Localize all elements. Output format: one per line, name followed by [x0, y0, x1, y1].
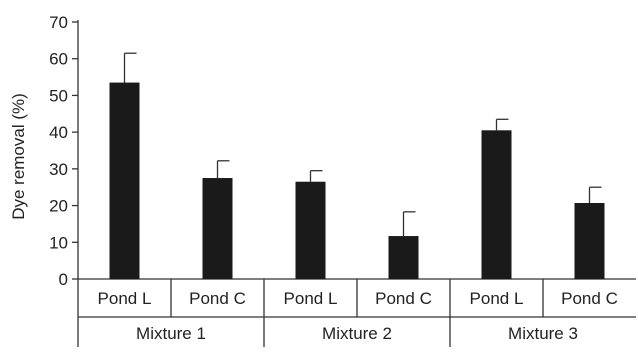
bar: [295, 181, 326, 279]
x-tick-label: Pond C: [375, 289, 432, 308]
y-tick-label: 10: [49, 233, 68, 252]
bar: [109, 82, 140, 279]
y-axis-title: Dye removal (%): [9, 93, 28, 220]
y-tick-label: 30: [49, 160, 68, 179]
x-tick-label: Pond L: [470, 289, 524, 308]
x-tick-label: Pond C: [189, 289, 246, 308]
bar: [574, 203, 605, 279]
x-tick-label: Pond L: [98, 289, 152, 308]
x-group-label: Mixture 2: [322, 324, 392, 343]
axes-layer: [72, 20, 636, 347]
labels-layer: 0 10 20 30 40 50 60 70 Dye removal (%) Pond L Pond…: [9, 13, 618, 343]
bars-layer: [109, 52, 605, 279]
y-tick-label: 0: [59, 270, 68, 289]
y-tick-label: 50: [49, 86, 68, 105]
x-group-label: Mixture 3: [508, 324, 578, 343]
y-tick-label: 70: [49, 13, 68, 32]
bar: [388, 236, 419, 279]
bar: [481, 130, 512, 279]
y-tick-label: 60: [49, 50, 68, 69]
y-tick-label: 40: [49, 123, 68, 142]
x-tick-label: Pond C: [561, 289, 618, 308]
x-group-label: Mixture 1: [136, 324, 206, 343]
y-tick-label: 20: [49, 197, 68, 216]
bar: [202, 178, 233, 279]
x-tick-label: Pond L: [284, 289, 338, 308]
